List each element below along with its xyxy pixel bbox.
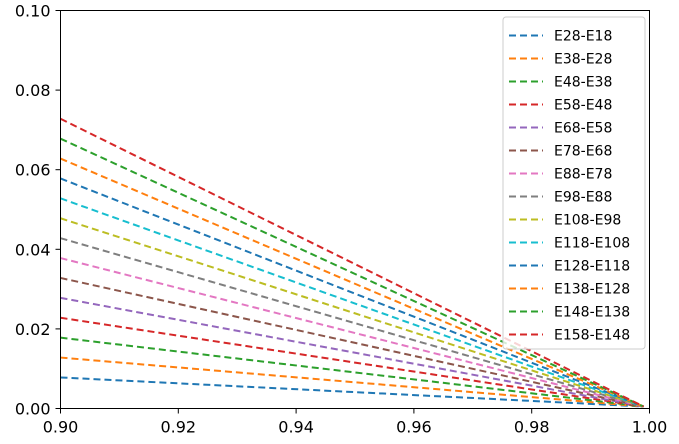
legend-label: E108-E98	[554, 213, 621, 229]
x-tick-label: 0.90	[43, 418, 79, 437]
series-line-e88-e78	[60, 257, 644, 408]
x-tick-label: 1.00	[632, 418, 668, 437]
legend-label: E98-E88	[554, 190, 612, 206]
legend-label: E58-E48	[554, 98, 612, 114]
legend-label: E38-E28	[554, 52, 612, 68]
y-tick-label: 0.08	[15, 81, 51, 100]
legend-label: E118-E108	[554, 236, 630, 252]
y-axis: 0.00 0.02 0.04 0.06 0.08 0.10	[15, 2, 61, 419]
series-line-e28-e18	[60, 376, 644, 408]
series-line-e138-e128	[60, 157, 645, 408]
legend-label: E78-E68	[554, 144, 612, 160]
legend-label: E68-E58	[554, 121, 612, 137]
legend-label: E88-E78	[554, 167, 612, 183]
series-line-e48-e38	[60, 336, 644, 408]
series-line-e148-e138	[60, 137, 645, 408]
series-line-e118-e108	[60, 197, 644, 408]
x-axis: 0.90 0.92 0.94 0.96 0.98 1.00	[43, 408, 668, 437]
legend: E28-E18 E38-E28 E48-E38 E58-E48 E68-E58 E78-E…	[502, 16, 646, 350]
plot-frame	[60, 10, 650, 409]
legend-label: E28-E18	[554, 29, 612, 45]
legend-label: E148-E138	[554, 305, 630, 321]
y-tick-label: 0.04	[15, 240, 51, 259]
series-line-e108-e98	[60, 217, 644, 408]
legend-box	[502, 16, 646, 350]
series-line-e158-e148	[60, 117, 645, 408]
legend-label: E158-E148	[554, 328, 630, 344]
series-layer	[60, 117, 645, 408]
x-tick-label: 0.94	[278, 418, 314, 437]
series-line-e38-e28	[60, 356, 644, 408]
legend-label: E128-E118	[554, 259, 630, 275]
legend-label: E138-E128	[554, 282, 630, 298]
y-tick-label: 0.02	[15, 320, 51, 339]
series-line-e128-e118	[60, 177, 644, 408]
x-tick-label: 0.96	[396, 418, 432, 437]
y-tick-label: 0.10	[15, 2, 51, 21]
y-tick-label: 0.00	[15, 400, 51, 419]
x-tick-label: 0.92	[160, 418, 196, 437]
series-line-e98-e88	[60, 237, 644, 408]
series-line-e78-e68	[60, 276, 644, 408]
legend-label: E48-E38	[554, 75, 612, 91]
x-tick-label: 0.98	[514, 418, 550, 437]
y-tick-label: 0.06	[15, 161, 51, 180]
